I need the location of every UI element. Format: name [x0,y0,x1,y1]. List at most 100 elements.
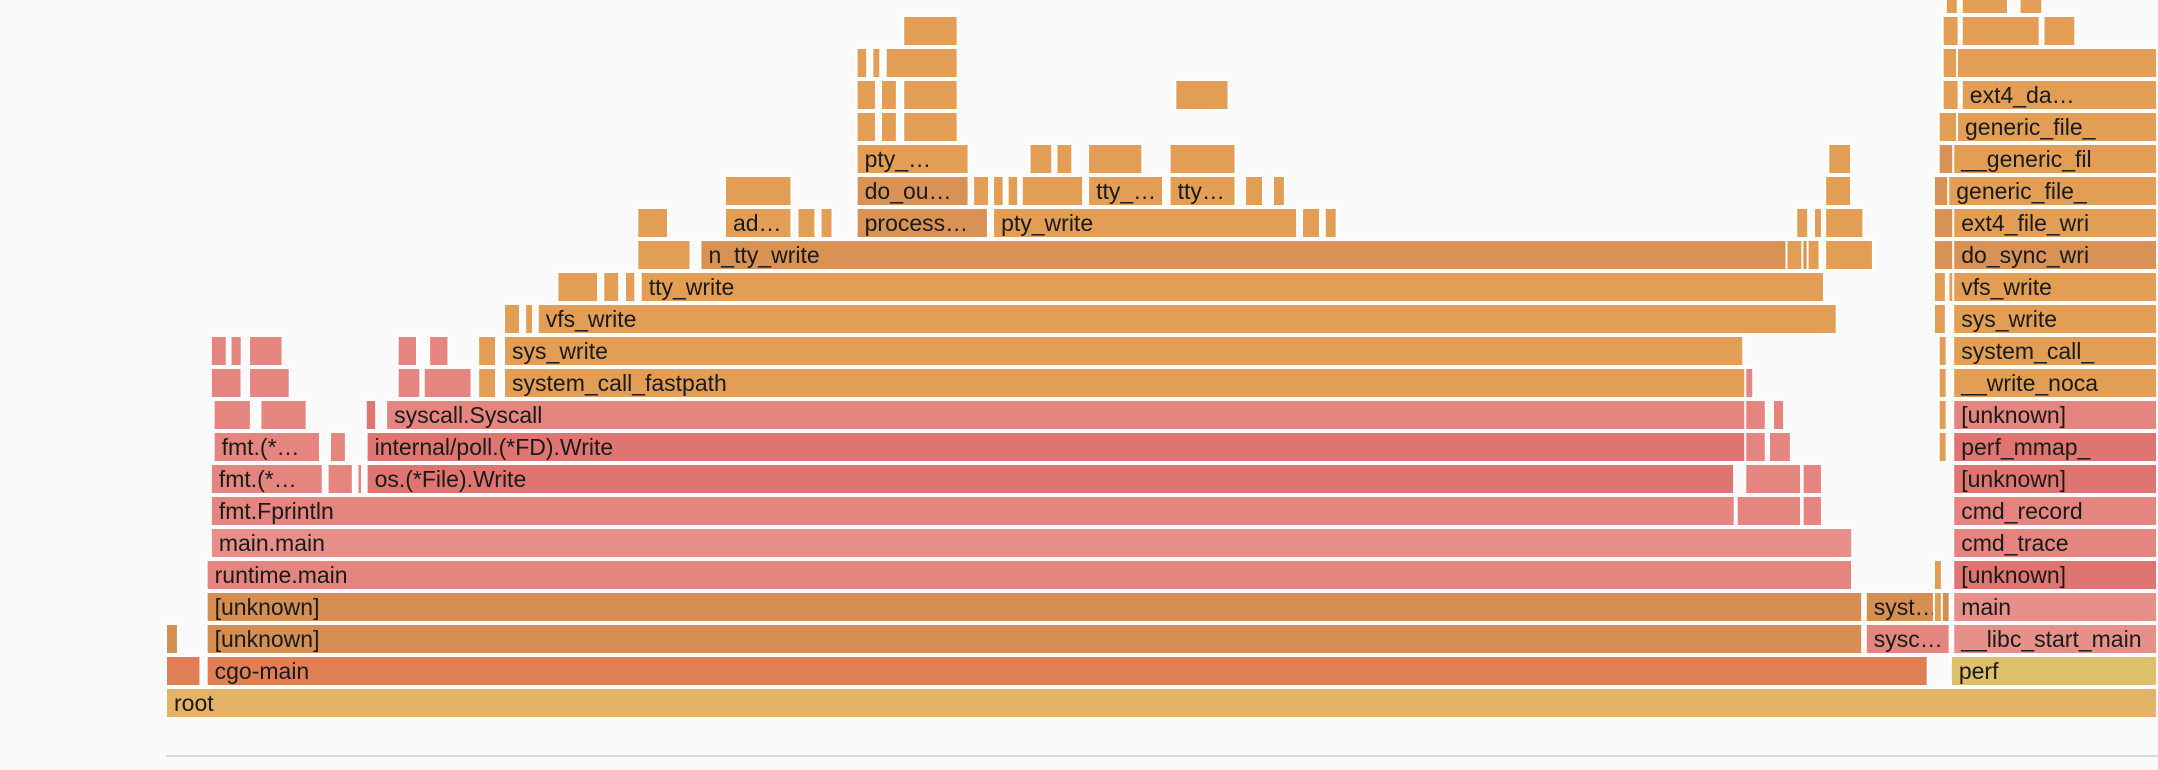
frame-frame[interactable] [1055,143,1074,175]
frame-bar[interactable] [902,15,959,47]
frame-frame[interactable] [902,79,959,111]
frame-bar[interactable] [1960,79,2158,111]
frame-frame[interactable] [477,367,498,399]
frame-bar[interactable] [1952,239,2158,271]
frame-bar[interactable] [855,175,970,207]
frame-bar[interactable] [422,367,473,399]
frame-frame[interactable] [2042,15,2077,47]
frame-frame[interactable] [1744,463,1803,495]
frame-bar[interactable] [1795,207,1810,239]
frame-bar[interactable] [855,47,869,79]
frame-vfs-write[interactable]: vfs_write [536,303,1838,335]
frame-unknown[interactable]: [unknown] [1952,559,2158,591]
frame-bar[interactable] [1952,207,2158,239]
frame-main-main[interactable]: main.main [209,527,1854,559]
frame-bar[interactable] [1801,495,1823,527]
frame-frame[interactable] [1941,79,1960,111]
frame-frame[interactable] [396,367,422,399]
frame-bar[interactable] [2042,15,2077,47]
frame-cmd-trace[interactable]: cmd_trace [1952,527,2158,559]
frame-bar[interactable] [205,591,1864,623]
frame-bar[interactable] [1824,207,1865,239]
frame-frame[interactable] [902,111,959,143]
frame-frame[interactable] [248,367,291,399]
frame-bar[interactable] [205,655,1929,687]
frame-bar[interactable] [884,47,959,79]
frame-bar[interactable] [1932,591,1943,623]
frame-unknown[interactable]: [unknown] [1952,399,2158,431]
frame-bar[interactable] [326,463,354,495]
frame-frame[interactable] [884,47,959,79]
frame-bar[interactable] [209,335,228,367]
frame-frame[interactable] [477,335,498,367]
frame-tty-write[interactable]: tty_write [639,271,1825,303]
frame-bar[interactable] [1937,335,1948,367]
frame-vfs-write[interactable]: vfs_write [1952,271,2158,303]
frame-bar[interactable] [365,463,1736,495]
frame-bar[interactable] [902,79,959,111]
frame-bar[interactable] [1952,143,2158,175]
frame-frame[interactable] [1020,175,1085,207]
frame-bar[interactable] [503,335,1745,367]
frame-frame[interactable] [396,335,418,367]
frame-bar[interactable] [1744,367,1755,399]
frame-frame[interactable] [1937,431,1948,463]
frame-main[interactable]: main [1952,591,2158,623]
frame-bar[interactable] [602,271,621,303]
frame-bar[interactable] [1174,79,1230,111]
frame-bar[interactable] [209,495,1736,527]
frame-bar[interactable] [1028,143,1054,175]
frame-bar[interactable] [1767,431,1792,463]
frame-frame[interactable] [165,655,202,687]
frame-generic-file[interactable]: generic_file_ [1947,175,2158,207]
frame-bar[interactable] [212,399,252,431]
frame-frame[interactable] [636,207,669,239]
frame-generic-file[interactable]: generic_file_ [1956,111,2158,143]
frame-system-call-fastpath[interactable]: system_call_fastpath [503,367,1748,399]
frame-frame[interactable] [902,15,959,47]
frame-syscall-syscall[interactable]: syscall.Syscall [385,399,1754,431]
frame-ad[interactable]: ad… [723,207,793,239]
frame-bar[interactable] [1932,271,1947,303]
frame-frame[interactable] [1244,175,1264,207]
frame-bar[interactable] [364,399,378,431]
frame-sysc[interactable]: sysc… [1864,623,1951,655]
frame-sys-write[interactable]: sys_write [1952,303,2158,335]
frame-frame[interactable] [1937,111,1959,143]
frame-frame[interactable] [209,367,243,399]
frame-frame[interactable] [259,399,308,431]
frame-bar[interactable] [209,463,324,495]
frame-do-ou[interactable]: do_ou… [855,175,970,207]
frame-frame[interactable] [723,175,793,207]
frame-bar[interactable] [356,463,364,495]
frame-bar[interactable] [636,207,669,239]
frame-bar[interactable] [1744,431,1767,463]
frame-bar[interactable] [1271,175,1286,207]
frame-bar[interactable] [1168,175,1237,207]
frame-bar[interactable] [396,335,418,367]
frame-bar[interactable] [1952,431,2158,463]
frame-frame[interactable] [1767,431,1792,463]
frame-frame[interactable] [1824,239,1874,271]
frame-bar[interactable] [1006,175,1020,207]
frame-unknown[interactable]: [unknown] [205,591,1864,623]
frame-frame[interactable] [1824,207,1865,239]
frame-bar[interactable] [385,399,1754,431]
frame-bar[interactable] [524,303,535,335]
frame-frame[interactable] [1323,207,1338,239]
frame-os-file-write[interactable]: os.(*File).Write [365,463,1736,495]
frame-bar[interactable] [1952,399,2158,431]
frame-ext4-da[interactable]: ext4_da… [1960,79,2158,111]
frame-frame[interactable] [819,207,834,239]
frame-frame[interactable] [871,47,882,79]
frame-frame[interactable] [1960,0,2009,15]
frame-bar[interactable] [639,271,1825,303]
frame-frame[interactable] [1827,143,1853,175]
frame-frame[interactable] [1028,143,1054,175]
frame-bar[interactable] [556,271,600,303]
frame-bar[interactable] [477,367,498,399]
frame-frame[interactable] [1941,15,1960,47]
frame-bar[interactable] [796,207,817,239]
frame-bar[interactable] [1785,239,1804,271]
frame-bar[interactable] [1801,463,1823,495]
